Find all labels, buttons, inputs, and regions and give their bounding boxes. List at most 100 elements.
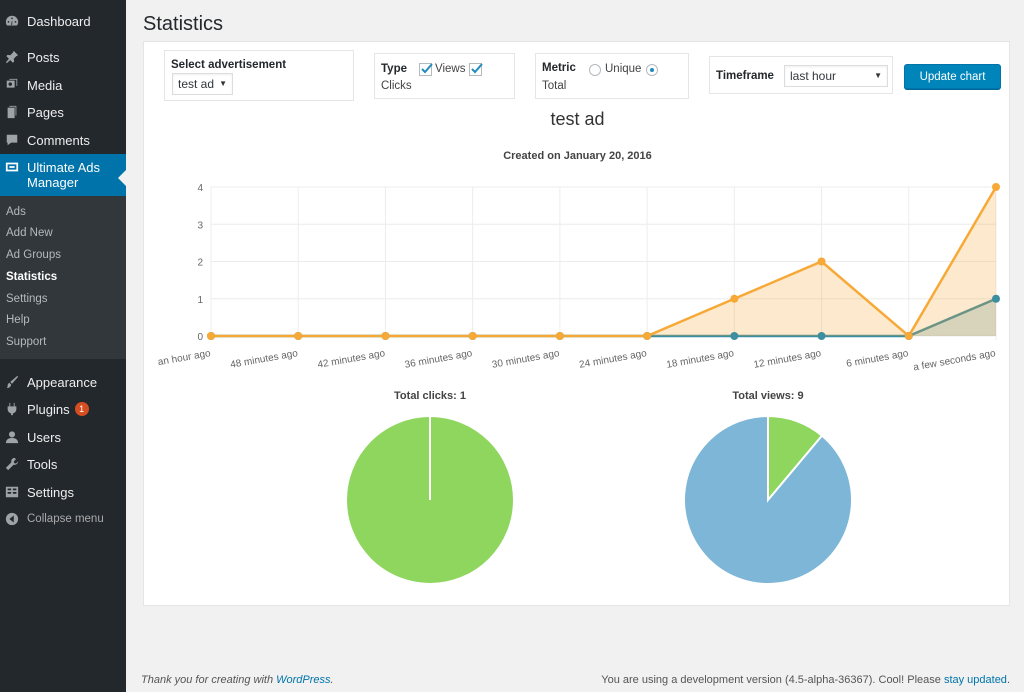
clicks-checkbox[interactable] [469, 63, 483, 76]
submenu-item-support[interactable]: Support [6, 336, 47, 348]
menu-label: Appearance [27, 374, 98, 390]
pie-slice [683, 414, 853, 585]
menu-item-comments[interactable]: Comments [0, 127, 126, 153]
advertisement-select-value: test ad [178, 77, 215, 91]
series-point [904, 332, 913, 340]
submenu-item-ads[interactable]: Ads [6, 206, 26, 218]
submenu-item-help[interactable]: Help [6, 314, 30, 326]
series-point [730, 332, 739, 340]
submenu-item-statistics[interactable]: Statistics [6, 271, 58, 283]
menu-item-tools[interactable]: Tools [0, 451, 126, 477]
pages-icon [5, 105, 19, 119]
y-tick-label: 2 [197, 258, 203, 269]
x-tick-label: 24 minutes ago [578, 348, 648, 371]
timeframe-select[interactable]: last hour ▼ [784, 65, 888, 87]
menu-label: Media [27, 77, 63, 93]
x-tick-label: 42 minutes ago [317, 348, 387, 371]
views-checkbox[interactable] [419, 63, 433, 76]
chevron-down-icon: ▼ [219, 79, 227, 88]
menu-label: Collapse menu [27, 513, 104, 525]
total-views-title: Total views: 9 [732, 390, 804, 402]
menu-item-ultimate-ads-manager[interactable]: Ultimate Ads Manager [0, 154, 126, 196]
menu-item-appearance[interactable]: Appearance [0, 369, 126, 395]
x-tick-label: 12 minutes ago [753, 348, 823, 371]
y-tick-label: 4 [197, 183, 203, 194]
footer-credit: Thank you for creating with WordPress. [141, 674, 334, 686]
select-advertisement-box: Select advertisement test ad ▼ [164, 50, 354, 101]
total-clicks-title: Total clicks: 1 [394, 390, 466, 402]
menu-label: Users [27, 429, 61, 445]
series-point [207, 332, 215, 340]
x-tick-label: 6 minutes ago [846, 348, 910, 370]
select-advertisement-label: Select advertisement [171, 59, 287, 71]
wrench-icon [5, 457, 19, 471]
unique-radio[interactable] [589, 64, 601, 76]
menu-label: Settings [27, 484, 74, 500]
menu-label: Posts [27, 49, 60, 65]
series-point [468, 332, 477, 340]
menu-item-settings[interactable]: Settings [0, 479, 126, 505]
clicks-pie-chart [345, 415, 515, 585]
collapse-menu-button[interactable]: Collapse menu [0, 506, 126, 532]
advertisement-select[interactable]: test ad ▼ [172, 73, 233, 95]
update-chart-button[interactable]: Update chart [904, 64, 1001, 89]
menu-label: Tools [27, 456, 58, 472]
series-point [992, 294, 1000, 303]
timeframe-label: Timeframe [716, 70, 774, 82]
comment-icon [5, 133, 19, 147]
statistics-panel: Select advertisement test ad ▼ Type View… [143, 41, 1010, 606]
menu-label: Ultimate Ads Manager [27, 160, 100, 190]
menu-item-dashboard[interactable]: Dashboard [0, 8, 126, 34]
chevron-down-icon: ▼ [874, 71, 882, 80]
checkmark-icon [471, 63, 483, 74]
menu-item-plugins[interactable]: Plugins 1 [0, 396, 126, 422]
menu-label: Pages [27, 104, 64, 120]
series-point [381, 332, 390, 340]
x-tick-label: a few seconds ago [912, 348, 996, 373]
collapse-icon [5, 512, 19, 526]
dashboard-icon [5, 14, 19, 28]
series-point [643, 332, 652, 340]
total-radio[interactable] [646, 64, 658, 76]
series-point [992, 183, 1000, 191]
chart-created-date: Created on January 20, 2016 [503, 150, 652, 162]
series-line [211, 186, 998, 338]
y-tick-label: 3 [197, 220, 203, 231]
series-area [211, 187, 996, 336]
footer-version-text: You are using a development version (4.5… [601, 674, 944, 686]
menu-item-media[interactable]: Media [0, 72, 126, 98]
submenu-item-add-new[interactable]: Add New [6, 227, 53, 239]
footer-version-end: . [1006, 674, 1010, 686]
y-tick-label: 0 [197, 332, 203, 343]
series-point [555, 332, 564, 340]
x-tick-label: 30 minutes ago [491, 348, 561, 371]
series-point [730, 294, 739, 303]
menu-item-users[interactable]: Users [0, 424, 126, 450]
settings-icon [5, 485, 19, 499]
submenu-item-ad-groups[interactable]: Ad Groups [6, 249, 61, 261]
views-pie-chart [683, 414, 853, 585]
stay-updated-link[interactable]: stay updated [943, 674, 1007, 686]
menu-label: Comments [27, 132, 90, 148]
menu-item-posts[interactable]: Posts [0, 44, 126, 70]
pin-icon [5, 50, 19, 64]
current-indicator [118, 170, 126, 186]
y-tick-label: 1 [197, 295, 203, 306]
series-point [817, 257, 826, 266]
timeframe-box: Timeframe last hour ▼ [709, 56, 893, 94]
submenu-item-settings[interactable]: Settings [6, 293, 48, 305]
chart-ad-name: test ad [550, 109, 605, 129]
page-title: Statistics [143, 13, 224, 35]
menu-label: Dashboard [27, 13, 91, 29]
update-count-badge: 1 [74, 402, 89, 416]
footer-credit-text: Thank you for creating with [141, 674, 277, 686]
x-tick-label: 48 minutes ago [229, 348, 299, 371]
series-point [294, 332, 303, 340]
clicks-checkbox-label: Clicks [381, 80, 412, 92]
plug-icon [5, 402, 19, 416]
timeframe-select-value: last hour [790, 69, 837, 83]
series-point [817, 332, 826, 340]
checkmark-icon [421, 63, 433, 74]
menu-item-pages[interactable]: Pages [0, 99, 126, 125]
wordpress-link[interactable]: WordPress [276, 674, 331, 686]
